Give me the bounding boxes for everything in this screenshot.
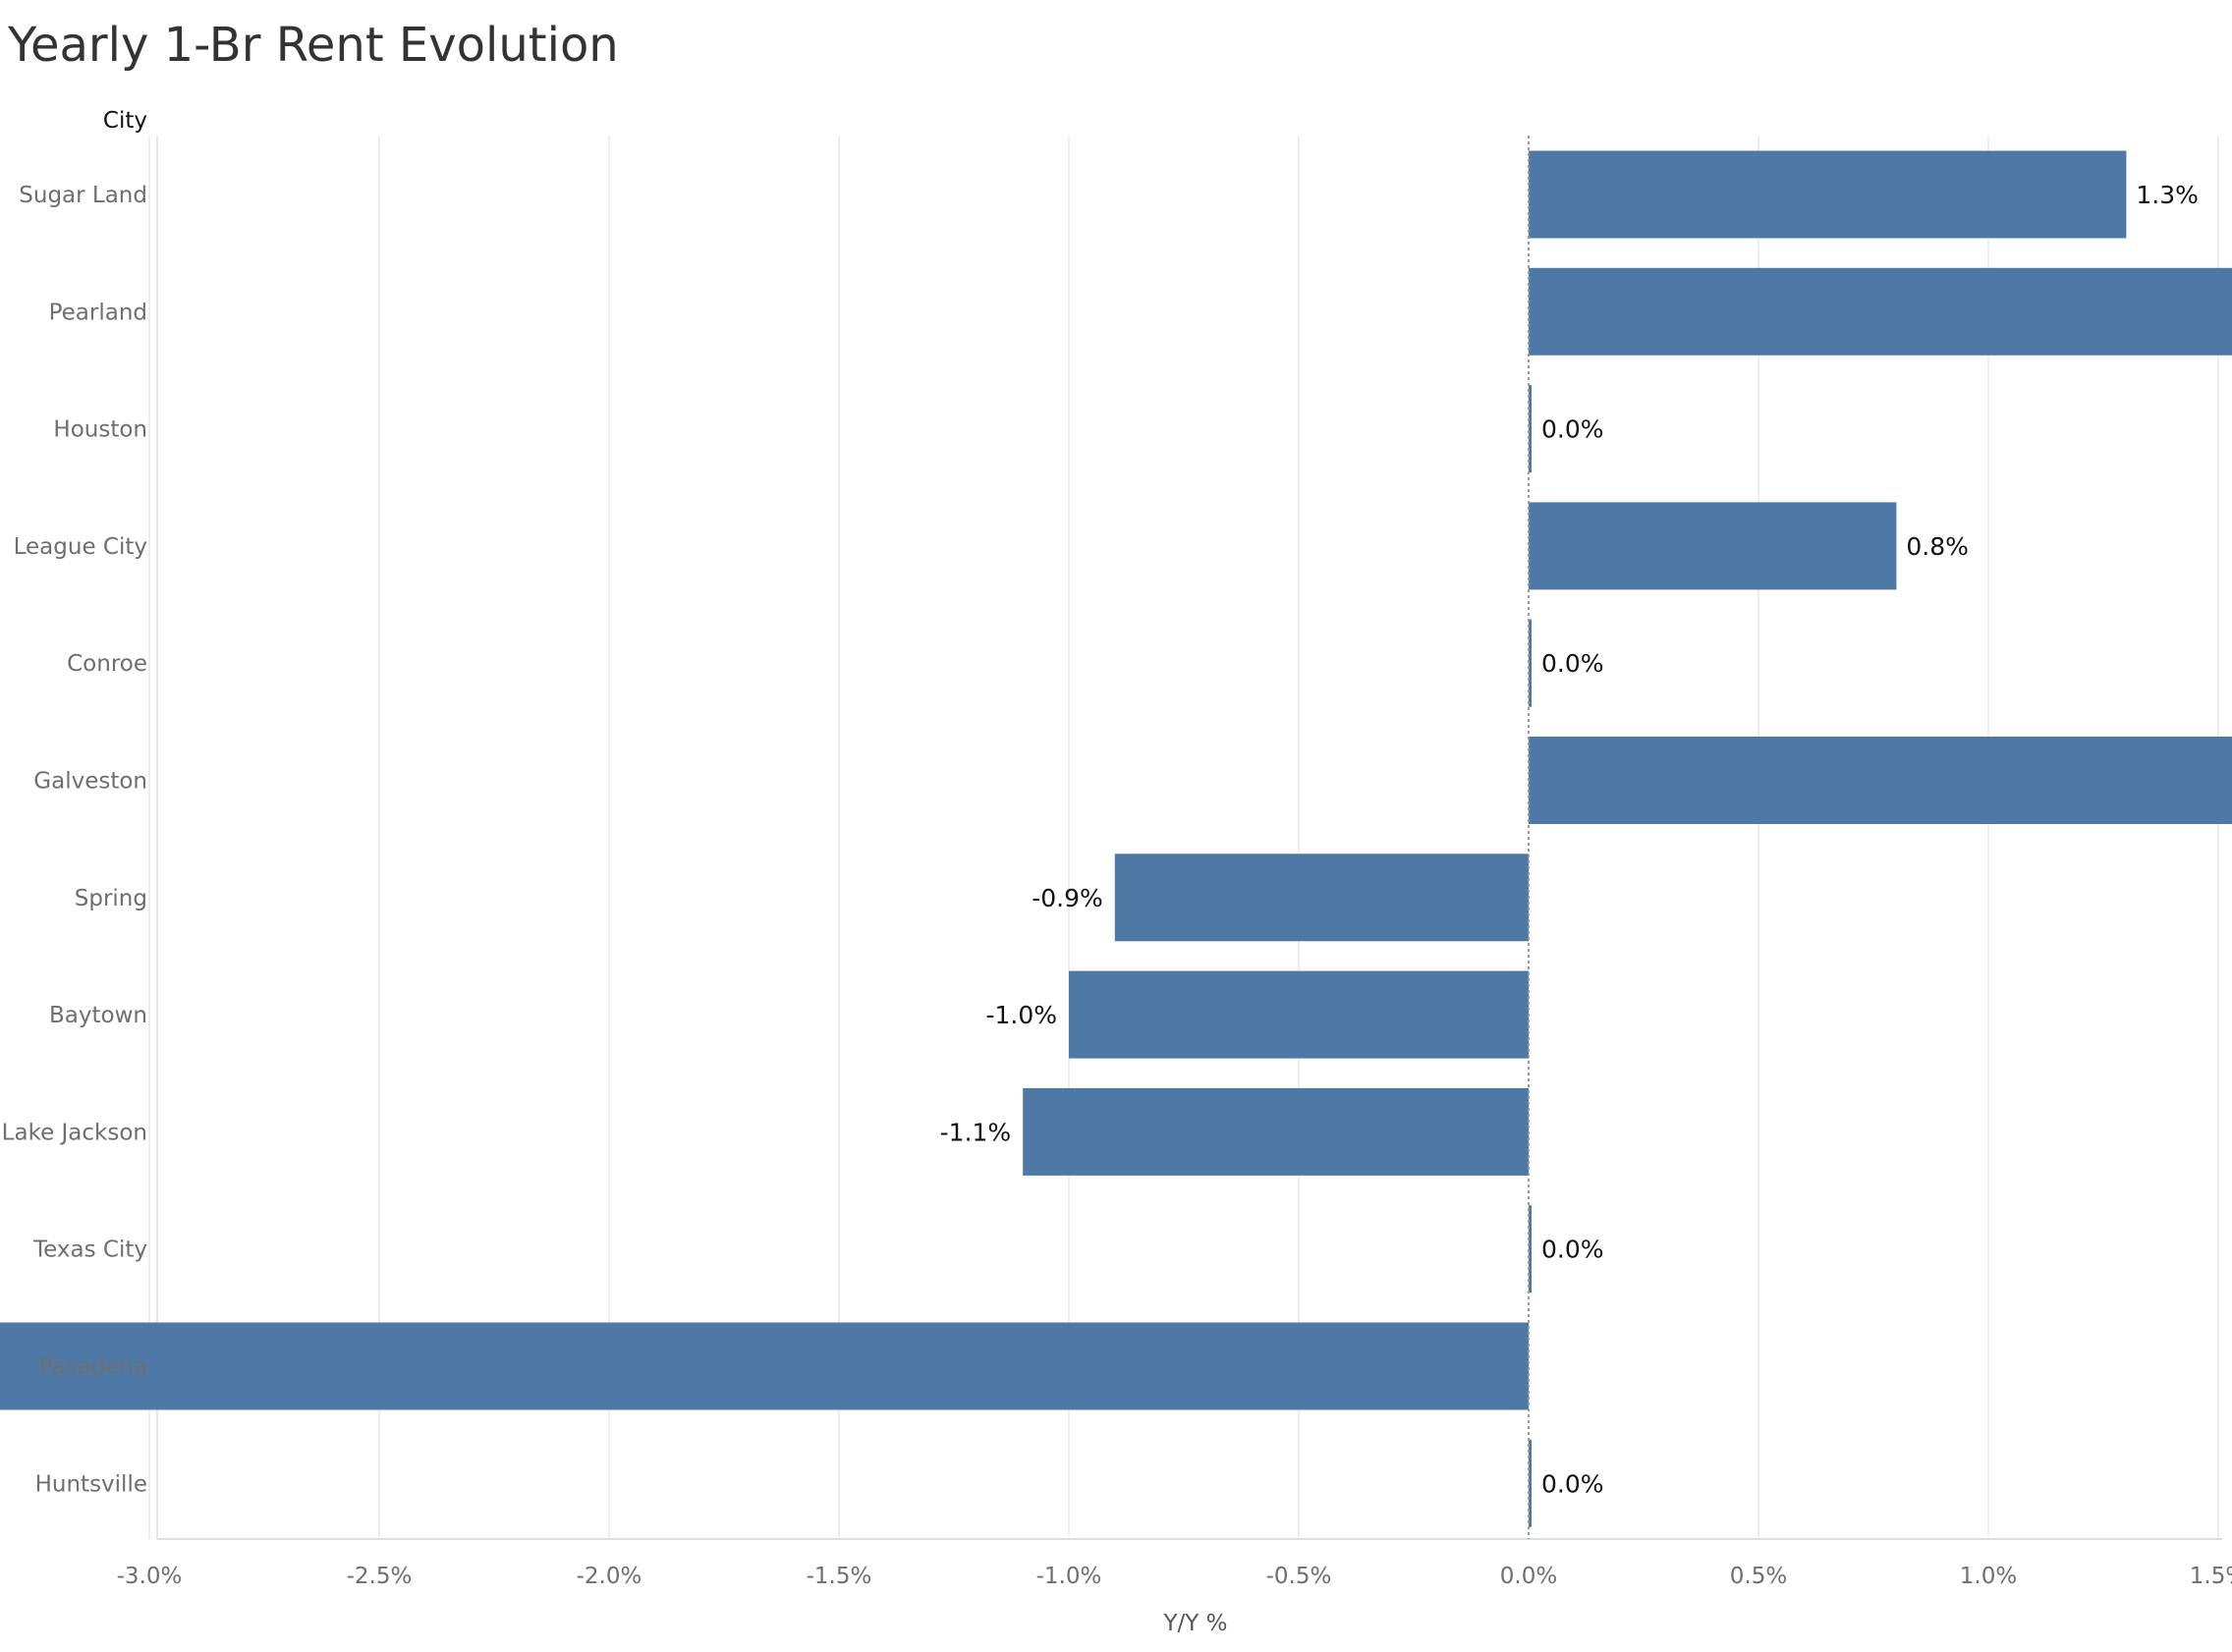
- x-tick-label: -1.0%: [1036, 1564, 1102, 1589]
- data-label: -1.0%: [985, 1001, 1057, 1029]
- data-label: 0.8%: [1906, 532, 1969, 561]
- data-label: -0.9%: [1032, 884, 1103, 912]
- data-labels: 1.3%2.3%0.0%0.8%0.0%1.8%-0.9%-1.0%-1.1%0…: [940, 181, 2199, 1498]
- bar-series: [0, 150, 2232, 1527]
- x-tick-label: 1.0%: [1960, 1564, 2017, 1589]
- y-axis-title: City: [103, 108, 147, 134]
- x-tick-label: 0.5%: [1730, 1564, 1787, 1589]
- category-label: Huntsville: [35, 1471, 147, 1497]
- bar-baytown: [1069, 970, 1529, 1059]
- x-axis-ticks: -5.5%-5.0%-4.5%-4.0%-3.5%-3.0%-2.5%-2.0%…: [117, 1564, 2232, 1589]
- bar-houston: [1529, 385, 1532, 473]
- category-label: Houston: [53, 417, 147, 443]
- category-label: League City: [14, 534, 147, 560]
- bar-conroe: [1529, 619, 1532, 707]
- category-label: Lake Jackson: [2, 1120, 147, 1145]
- bar-lake-jackson: [1023, 1087, 1529, 1176]
- grid-lines: [148, 136, 2222, 1540]
- data-label: 0.0%: [1541, 1469, 1604, 1498]
- data-label: -1.1%: [940, 1118, 1012, 1146]
- data-label: 1.3%: [2136, 181, 2199, 209]
- bar-sugar-land: [1529, 150, 2127, 239]
- category-label: Spring: [75, 886, 147, 911]
- data-label: 0.0%: [1541, 1236, 1604, 1264]
- bar-pearland: [1529, 267, 2232, 356]
- category-labels: Sugar Land Pearland Houston League City Conr…: [2, 183, 147, 1497]
- bar-huntsville: [1529, 1439, 1532, 1527]
- x-tick-label: 0.0%: [1500, 1564, 1557, 1589]
- x-tick-label: -1.5%: [807, 1564, 872, 1589]
- x-tick-label: -2.0%: [577, 1564, 642, 1589]
- x-tick-label: -3.0%: [117, 1564, 183, 1589]
- category-label: Pasadena: [39, 1354, 147, 1380]
- chart-title: Yearly 1-Br Rent Evolution: [8, 18, 619, 73]
- category-label: Conroe: [67, 651, 147, 677]
- bar-spring: [1114, 854, 1529, 942]
- category-label: Sugar Land: [19, 183, 147, 208]
- x-axis-title: Y/Y %: [1162, 1611, 1227, 1636]
- x-tick-label: -2.5%: [347, 1564, 413, 1589]
- category-label: Baytown: [49, 1003, 147, 1028]
- category-label: Pearland: [49, 300, 147, 325]
- bar-league-city: [1529, 502, 1897, 590]
- x-tick-label: -0.5%: [1266, 1564, 1332, 1589]
- bar-pasadena: [0, 1322, 1530, 1410]
- x-tick-label: 1.5%: [2190, 1564, 2232, 1589]
- data-label: 0.0%: [1541, 415, 1604, 444]
- category-label: Texas City: [32, 1238, 147, 1263]
- bar-texas-city: [1529, 1205, 1532, 1294]
- category-label: Galveston: [33, 769, 147, 795]
- bar-galveston: [1529, 737, 2232, 824]
- data-label: 0.0%: [1541, 649, 1604, 678]
